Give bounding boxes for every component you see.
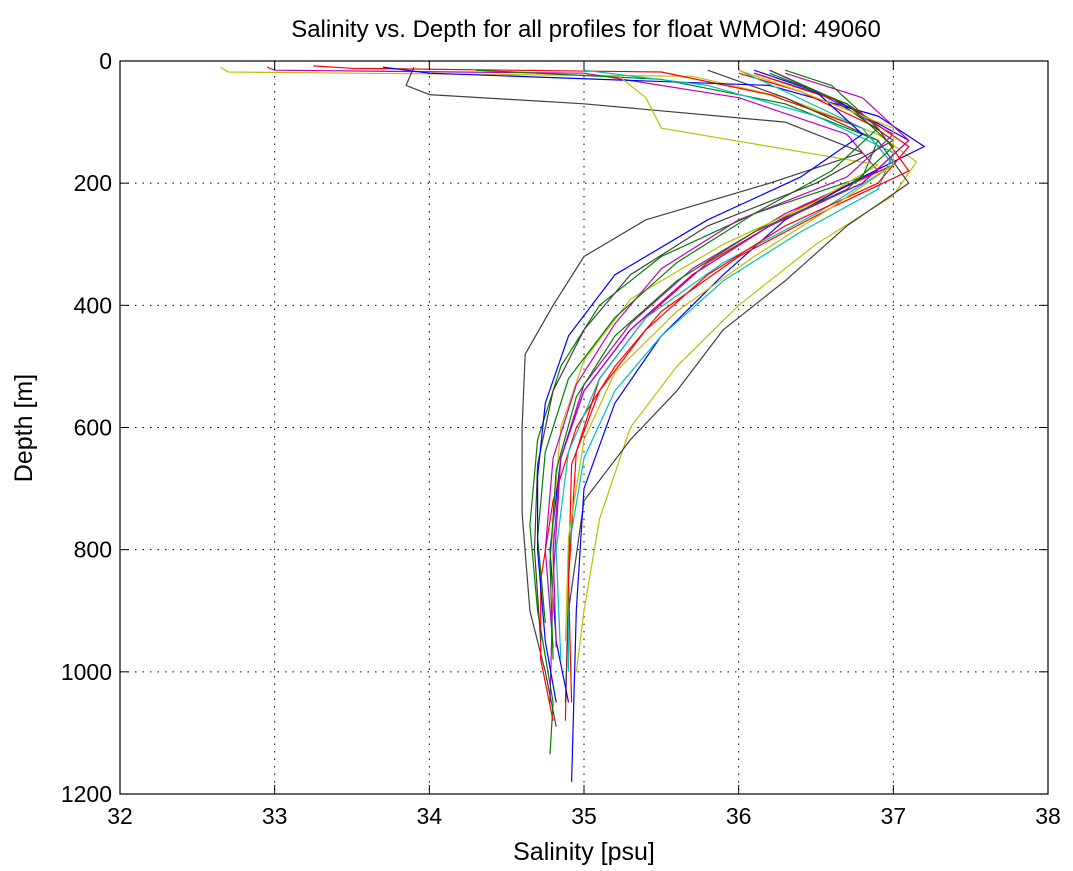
x-tick-label: 34 — [417, 803, 443, 829]
x-axis-ticks: 32 33 34 35 36 37 38 — [107, 61, 1061, 829]
profile-line-8 — [567, 69, 894, 672]
profile-line-16 — [533, 69, 894, 642]
y-tick-label: 800 — [74, 537, 112, 563]
profile-line-12 — [544, 69, 894, 648]
y-tick-label: 600 — [74, 415, 112, 441]
profile-line-20 — [552, 72, 910, 648]
profile-line-6 — [382, 66, 925, 782]
profile-line-15 — [567, 72, 910, 703]
profile-line-10 — [549, 72, 910, 703]
y-tick-label: 1000 — [61, 659, 112, 685]
profile-line-17 — [536, 69, 864, 703]
x-tick-label: 38 — [1035, 803, 1061, 829]
profile-line-14 — [555, 69, 894, 660]
y-tick-label: 1200 — [61, 781, 112, 807]
x-tick-label: 36 — [726, 803, 752, 829]
y-axis-label: Depth [m] — [10, 374, 38, 482]
profile-line-13 — [536, 69, 879, 624]
x-tick-label: 33 — [262, 803, 288, 829]
profile-line-18 — [564, 69, 894, 642]
profile-line-19 — [549, 72, 894, 660]
series-layer — [220, 65, 925, 782]
profile-line-7 — [475, 69, 879, 755]
y-tick-label: 200 — [74, 170, 112, 196]
profile-line-5 — [564, 69, 910, 703]
chart-title: Salinity vs. Depth for all profiles for … — [291, 16, 881, 43]
x-axis-label: Salinity [psu] — [513, 838, 655, 866]
profile-line-11 — [552, 72, 879, 611]
profile-line-3 — [313, 65, 894, 721]
profile-line-2 — [266, 66, 879, 703]
x-tick-label: 32 — [107, 803, 133, 829]
profile-line-4 — [405, 66, 864, 727]
grid — [120, 61, 1048, 794]
y-tick-label: 0 — [99, 48, 112, 74]
x-tick-label: 37 — [881, 803, 907, 829]
x-tick-label: 35 — [571, 803, 597, 829]
y-axis-ticks: 0 200 400 600 800 1000 1200 — [61, 48, 1048, 807]
y-tick-label: 400 — [74, 292, 112, 318]
